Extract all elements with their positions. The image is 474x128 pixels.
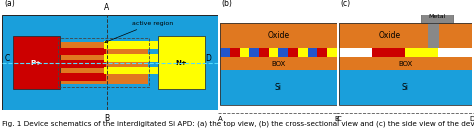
Text: N+: N+ [175,60,187,66]
Bar [288,48,298,57]
Bar [240,48,249,57]
Text: D: D [469,116,474,122]
Bar [60,73,106,81]
Text: C: C [5,54,10,63]
Text: (c): (c) [340,0,350,8]
Bar [104,54,158,62]
Bar [317,48,327,57]
Text: Si: Si [275,83,282,92]
Bar [60,60,106,68]
Text: C: C [336,116,341,122]
Text: Metal: Metal [428,14,446,19]
Text: (b): (b) [221,0,232,8]
Bar [249,48,259,57]
Bar [428,23,439,48]
Bar [339,48,372,57]
Bar [58,38,149,87]
Bar [298,48,308,57]
Text: Fig. 1 Device schematics of the interdigitated Si APD: (a) the top view, (b) the: Fig. 1 Device schematics of the interdig… [2,120,474,127]
Text: Si: Si [402,83,409,92]
Bar [421,11,453,23]
Bar [220,57,337,70]
Text: B: B [104,114,109,123]
Bar [438,48,472,57]
Bar [230,48,240,57]
Bar [60,42,148,84]
Bar [279,48,288,57]
Text: D: D [206,54,211,63]
Text: BOX: BOX [398,61,412,67]
Text: BOX: BOX [271,61,286,67]
Bar [60,48,106,55]
Bar [220,23,337,48]
Bar [327,48,337,57]
Bar [339,23,472,48]
Bar [259,48,269,57]
Bar [405,48,438,57]
Text: active region: active region [105,21,173,43]
Bar [158,36,205,89]
Text: A: A [104,3,109,12]
Text: Oxide: Oxide [378,31,401,40]
Bar [308,48,317,57]
Text: B: B [334,116,339,122]
Bar [104,41,158,49]
Text: P+: P+ [31,60,42,66]
Bar [13,36,60,89]
Bar [269,48,279,57]
Bar [339,23,472,105]
Text: (a): (a) [5,0,15,8]
Bar [372,48,405,57]
Bar [104,67,158,74]
Bar [220,70,337,105]
Bar [339,70,472,105]
Bar [220,23,337,105]
Text: Oxide: Oxide [267,31,290,40]
Text: A: A [218,116,223,122]
Bar [220,48,230,57]
Bar [339,57,472,70]
